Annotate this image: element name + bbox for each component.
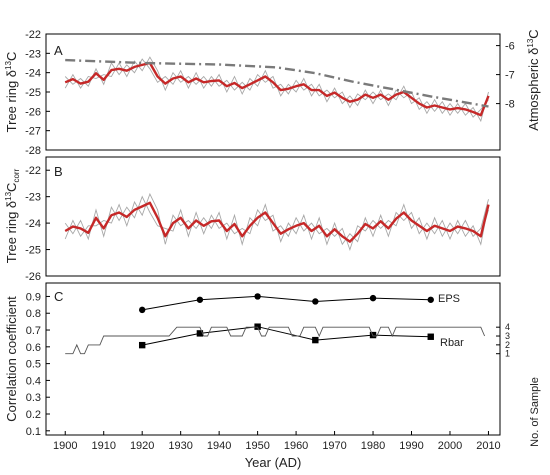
panel-a-mean-line: [64, 61, 490, 117]
rbar-point: [196, 330, 204, 337]
panel-a-ytick-label: -26: [25, 106, 41, 118]
eps-point: [138, 306, 146, 314]
rbar-point: [312, 336, 319, 344]
rbar-point: [427, 333, 434, 340]
panel-b-ytick-label: -24: [25, 218, 41, 230]
rbar-point: [254, 323, 261, 330]
panel-c-ytick-label: 0.8: [26, 308, 41, 320]
sample-ytick-label: 2: [505, 340, 510, 350]
panel-a-frame: [45, 33, 501, 151]
panel-a-ytick-label: -27: [25, 126, 41, 138]
sample-count-line: [65, 326, 486, 355]
x-tick-label: 1900: [53, 440, 77, 452]
panel-a-ytick-label: -28: [25, 145, 41, 157]
atmospheric-ytick-label: -7: [505, 70, 515, 82]
panel-c-ytick-label: 0.6: [26, 342, 41, 354]
panel-a-ytick-label: -24: [25, 68, 41, 80]
panel-a-sample-line-2: [64, 58, 489, 123]
panel-b-sample-line-3: [64, 192, 489, 251]
panel-c-ytick-label: 0.7: [26, 325, 41, 337]
panel-a-ytick-label: -25: [25, 87, 41, 99]
panel-c-ytick-label: 0.5: [26, 359, 41, 371]
panel-c-ytick-label: 0.3: [26, 392, 41, 404]
sample-ytick-label: 4: [505, 322, 510, 332]
sample-ytick-label: 3: [505, 331, 510, 341]
x-tick-label: 1980: [361, 440, 385, 452]
x-tick-label: 1930: [168, 440, 192, 452]
panel-b-ylabel: Tree ring δ13Ccorr: [4, 168, 21, 263]
x-tick-label: 2000: [438, 440, 462, 452]
panel-a-ytick-label: -23: [25, 48, 41, 60]
eps-point: [369, 294, 377, 302]
panel-b-mean-line: [64, 201, 490, 243]
x-tick-label: 1920: [130, 440, 154, 452]
panel-c-frame: [45, 282, 501, 436]
panel-a-ytick-label: -22: [25, 29, 41, 41]
x-tick-label: 1990: [399, 440, 423, 452]
panel-a-ylabel: Tree ring δ13C: [4, 52, 19, 133]
eps-point: [254, 293, 261, 300]
panel-b-ytick-label: -26: [25, 271, 41, 283]
atmospheric-line: [65, 58, 489, 108]
panel-c-ytick-label: 0.9: [26, 291, 41, 303]
panel-a-letter: A: [54, 43, 63, 58]
rbar-line: [142, 326, 431, 346]
x-tick-label: 1910: [91, 440, 115, 452]
panel-b-ytick-label: -22: [25, 165, 41, 177]
panel-c-ytick-label: 0.1: [26, 426, 41, 438]
eps-point: [427, 296, 434, 303]
x-tick-label: 2010: [476, 440, 500, 452]
legend-eps: EPS: [438, 293, 460, 305]
atmospheric-ylabel: Atmospheric δ13C: [526, 29, 541, 130]
atmospheric-ytick-label: -6: [505, 41, 515, 53]
x-tick-label: 1970: [322, 440, 346, 452]
panel-b-sample-line-1: [64, 201, 489, 243]
sample-count-ylabel: No. of Sample: [529, 377, 541, 447]
eps-line: [142, 295, 431, 311]
panel-c-ytick-label: 0.2: [26, 409, 41, 421]
panel-c-ytick-label: 0.4: [26, 375, 41, 387]
panel-c-letter: C: [54, 289, 63, 304]
eps-point: [312, 298, 319, 305]
legend-rbar: Rbar: [440, 337, 464, 349]
panel-b-letter: B: [54, 164, 63, 179]
eps-point: [196, 296, 204, 303]
panel-b-ytick-label: -23: [25, 192, 41, 204]
chart-marks: -28 -27 -26 -25 -24 -23 -22 -8 -7 -6 -26 -25 -24 -23 -…: [25, 29, 515, 452]
x-tick-label: 1940: [207, 440, 231, 452]
atmospheric-ytick-label: -8: [505, 99, 515, 111]
panel-c-ylabel: Correlation coefficient: [4, 296, 19, 422]
sample-ytick-label: 1: [505, 349, 510, 359]
rbar-point: [138, 341, 146, 349]
panel-b-ytick-label: -25: [25, 245, 41, 257]
x-tick-label: 1960: [284, 440, 308, 452]
x-axis-label: Year (AD): [245, 455, 302, 470]
panel-b-frame: [45, 156, 501, 277]
x-tick-label: 1950: [245, 440, 269, 452]
